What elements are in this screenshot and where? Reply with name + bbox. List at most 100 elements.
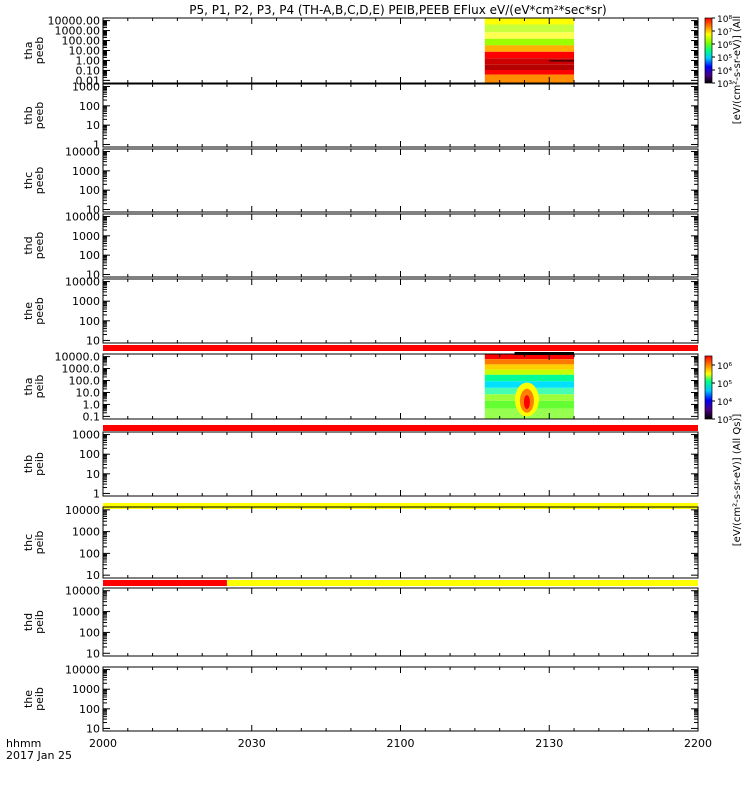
colorbar-1: 10³ 10⁴ 10⁵ 10⁶ 10⁷ 10⁸ [eV/(cm²-s-sr-eV)] (Al… (704, 15, 743, 124)
y-tick-label: 1000 (72, 230, 100, 243)
colorbar-tick-label: 10⁵ (717, 54, 732, 64)
y-tick-label: 10 (86, 468, 100, 481)
panel-label-probe: thd (22, 236, 35, 254)
y-tick-label: 10 (86, 334, 100, 347)
time-format-label: hhmm (6, 737, 41, 750)
y-tick-label: 100 (79, 249, 100, 262)
panel-label-probe: thc (22, 534, 35, 551)
panel-label-product: peib (33, 687, 46, 711)
panel-frame (102, 587, 699, 657)
y-tick-label: 1000 (72, 81, 100, 94)
y-tick-label: 10 (86, 647, 100, 660)
chart-title: P5, P1, P2, P3, P4 (TH-A,B,C,D,E) PEIB,P… (189, 3, 606, 17)
spectrogram-band (484, 58, 575, 65)
spectrogram-band (484, 45, 575, 52)
spectrogram-band (484, 364, 575, 370)
x-tick-label: 2200 (684, 737, 712, 750)
colorbar-label: [eV/(cm²-s-sr-eV)] (All Qs)] (732, 414, 743, 547)
panel-label-product: peeb (33, 232, 46, 260)
y-tick-label: 10 (86, 119, 100, 132)
panel-label-probe: thb (22, 455, 35, 473)
panel-frame (102, 506, 699, 579)
panel-frame (102, 148, 699, 213)
panel-label-product: peeb (33, 167, 46, 195)
y-tick-label: 10 (86, 203, 100, 216)
flag-bar-yellow-segment (226, 580, 699, 586)
spectrogram-band (484, 38, 575, 46)
panel-frame (102, 278, 699, 344)
x-tick-label: 2030 (238, 737, 266, 750)
x-tick-label: 2130 (535, 737, 563, 750)
y-tick-label: 1 (93, 138, 100, 151)
spectrogram-band (484, 70, 575, 75)
panel-label-probe: the (22, 690, 35, 708)
spectrogram-band (484, 51, 575, 59)
spectrogram-band (484, 18, 575, 25)
y-tick-label: 1.0 (83, 398, 101, 411)
panel-frame (102, 431, 699, 497)
y-tick-label: 1000 (72, 429, 100, 442)
y-tick-label: 100.0 (69, 375, 101, 388)
date-label: 2017 Jan 25 (6, 749, 72, 762)
y-tick-label: 10 (86, 569, 100, 582)
colorbar-tick-label: 10⁴ (717, 67, 732, 77)
y-tick-label: 10 (86, 268, 100, 281)
flag-bar (103, 503, 698, 509)
colorbar-gradient (704, 17, 713, 84)
y-tick-label: 0.1 (83, 410, 101, 423)
colorbar-2: 10³ 10⁴ 10⁵ 10⁶ [eV/(cm²-s-sr-eV)] (All Qs)] (704, 355, 743, 547)
y-tick-label: 10000 (65, 276, 100, 289)
panel-label-product: peeb (33, 37, 46, 65)
spectrogram-band (484, 359, 575, 365)
y-tick-label: 100 (79, 448, 100, 461)
panel-frame (102, 17, 699, 84)
y-tick-label: 1000.0 (62, 363, 101, 376)
y-tick-label: 10000.0 (55, 351, 101, 364)
panel-label-product: peeb (33, 297, 46, 325)
flag-bar-red-segment (103, 580, 227, 586)
y-tick-label: 100 (79, 315, 100, 328)
colorbar-tick-label: 10⁸ (717, 15, 732, 25)
colorbar-label: [eV/(cm²-s-sr-eV)] (All (732, 16, 743, 124)
y-tick-label: 1.00 (76, 54, 101, 67)
colorbar-tick-label: 10⁴ (717, 398, 732, 408)
y-tick-label: 0.10 (76, 64, 101, 77)
colorbar-tick-label: 10⁶ (717, 362, 732, 372)
y-tick-label: 100 (79, 547, 100, 560)
panel-label-product: peib (33, 452, 46, 476)
y-tick-label: 0.01 (76, 74, 101, 87)
y-tick-label: 1000 (72, 606, 100, 619)
spectrogram-band (484, 24, 575, 33)
flag-bar (103, 345, 698, 351)
y-tick-label: 10000 (65, 211, 100, 224)
panel-label-probe: thb (22, 106, 35, 124)
y-tick-label: 100.00 (62, 35, 101, 48)
y-tick-label: 10000.00 (48, 15, 101, 28)
spectrogram-band (484, 369, 575, 375)
panel-label-product: peib (33, 531, 46, 555)
y-tick-label: 10.00 (69, 45, 101, 58)
panel-label-probe: thc (22, 172, 35, 189)
x-tick-label: 2000 (89, 737, 117, 750)
y-tick-label: 100 (79, 626, 100, 639)
y-tick-label: 1000.00 (55, 25, 101, 38)
colorbar-tick-label: 10³ (717, 416, 732, 426)
x-tick-label: 2100 (387, 737, 415, 750)
y-tick-label: 10000 (65, 585, 100, 598)
y-tick-label: 10000 (65, 146, 100, 159)
panel-frame (102, 353, 699, 420)
panel-frame (102, 666, 699, 732)
